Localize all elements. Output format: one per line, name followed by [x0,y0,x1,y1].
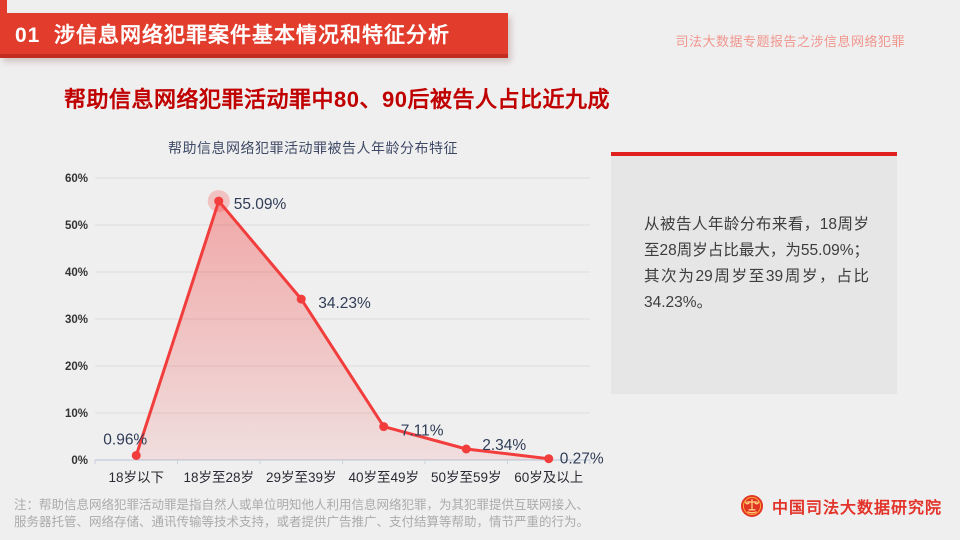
page-title: 帮助信息网络犯罪活动罪中80、90后被告人占比近九成 [64,87,610,112]
svg-text:18岁至28岁: 18岁至28岁 [183,470,254,485]
section-title: 01 涉信息网络犯罪案件基本情况和特征分析 [15,23,451,47]
svg-text:50岁至59岁: 50岁至59岁 [431,470,502,485]
panel-accent-bar [611,152,897,156]
age-distribution-chart: 0% 10% 20% 30% 40% 50% 60% 18岁以下 18岁至28岁 29岁至39岁 4… [65,173,604,485]
svg-text:29岁至39岁: 29岁至39岁 [266,470,337,485]
header-corner-ribbon [0,0,7,14]
court-emblem-icon [741,495,763,517]
svg-text:34.23%: 34.23% [318,295,371,312]
brand-name: 中国司法大数据研究院 [772,500,943,517]
svg-text:55.09%: 55.09% [234,196,287,213]
insight-panel: 从被告人年龄分布来看，18周岁至28周岁占比最大，为55.09%；其次为29周岁… [611,152,897,394]
report-series-label: 司法大数据专题报告之涉信息网络犯罪 [675,34,905,49]
svg-text:10%: 10% [65,408,88,420]
svg-text:0.27%: 0.27% [560,451,604,468]
brand-block: 中国司法大数据研究院 [740,494,942,518]
chart-area: 帮助信息网络犯罪活动罪被告人年龄分布特征 0% 10% 20% 30% 40% 50% 60… [0,130,612,498]
svg-text:60岁及以上: 60岁及以上 [514,470,583,485]
svg-text:40%: 40% [65,267,88,279]
svg-text:0%: 0% [71,455,88,467]
panel-body: 从被告人年龄分布来看，18周岁至28周岁占比最大，为55.09%；其次为29周岁… [611,156,897,394]
svg-text:7.11%: 7.11% [401,423,444,440]
footnote: 注：帮助信息网络犯罪活动罪是指自然人或单位明知他人利用信息网络犯罪，为其犯罪提供… [14,498,590,529]
svg-text:40岁至49岁: 40岁至49岁 [348,470,419,485]
svg-text:18岁以下: 18岁以下 [108,470,164,485]
svg-text:50%: 50% [65,220,88,232]
svg-text:60%: 60% [65,173,88,185]
insight-text: 从被告人年龄分布来看，18周岁至28周岁占比最大，为55.09%；其次为29周岁… [644,216,869,311]
chart-title: 帮助信息网络犯罪活动罪被告人年龄分布特征 [168,140,458,156]
svg-text:20%: 20% [65,361,88,373]
section-header: 01 涉信息网络犯罪案件基本情况和特征分析 [0,13,508,58]
svg-text:0.96%: 0.96% [103,431,147,448]
svg-text:30%: 30% [65,314,88,326]
svg-text:2.34%: 2.34% [482,437,526,454]
